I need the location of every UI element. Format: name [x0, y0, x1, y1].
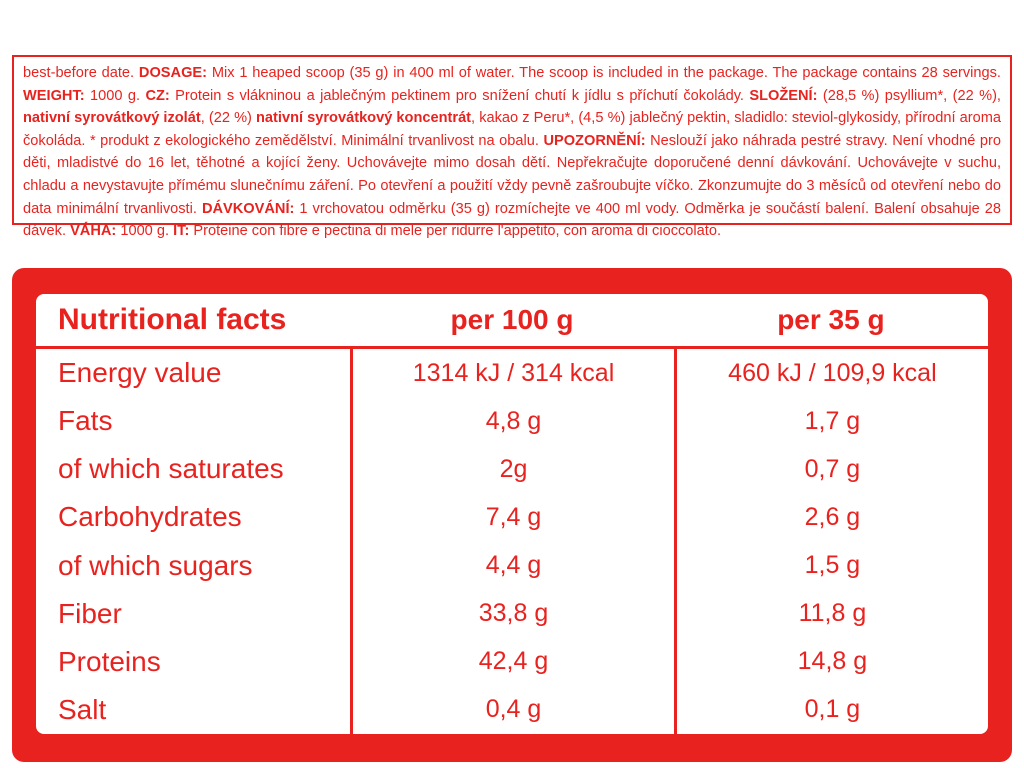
row-per100-value: 33,8 g: [350, 589, 674, 638]
product-info-text: best-before date. DOSAGE: Mix 1 heaped s…: [23, 65, 1002, 240]
table-row: Salt 0,4 g 0,1 g: [36, 685, 988, 734]
table-row: Fats 4,8 g 1,7 g: [36, 397, 988, 446]
row-per100-value: 0,4 g: [350, 685, 674, 734]
row-per35-value: 0,7 g: [673, 445, 988, 494]
row-per100-value: 1314 kJ / 314 kcal: [350, 349, 674, 398]
header-nutritional-facts: Nutritional facts: [58, 303, 287, 336]
row-label: Proteins: [58, 645, 161, 677]
header-per-100g: per 100 g: [450, 304, 574, 335]
row-label: Energy value: [58, 357, 222, 389]
table-row: of which saturates 2g 0,7 g: [36, 445, 988, 494]
row-per100-value: 2g: [350, 445, 674, 494]
row-per35-value: 1,5 g: [673, 541, 988, 590]
row-label: of which sugars: [58, 549, 253, 581]
nutrition-table-header: Nutritional facts per 100 g per 35 g: [36, 294, 988, 349]
row-per35-value: 460 kJ / 109,9 kcal: [673, 349, 988, 398]
row-per100-value: 4,8 g: [350, 397, 674, 446]
row-per35-value: 1,7 g: [673, 397, 988, 446]
nutrition-table: Nutritional facts per 100 g per 35 g Ene…: [36, 294, 988, 734]
row-per100-value: 4,4 g: [350, 541, 674, 590]
header-per-35g: per 35 g: [777, 304, 885, 335]
table-row: Fiber 33,8 g 11,8 g: [36, 589, 988, 638]
row-label: Fiber: [58, 597, 122, 629]
nutrition-table-body: Energy value 1314 kJ / 314 kcal 460 kJ /…: [36, 349, 988, 734]
table-row: of which sugars 4,4 g 1,5 g: [36, 541, 988, 590]
row-per100-value: 7,4 g: [350, 493, 674, 542]
table-row: Carbohydrates 7,4 g 2,6 g: [36, 493, 988, 542]
row-per35-value: 0,1 g: [673, 685, 988, 734]
row-per35-value: 2,6 g: [673, 493, 988, 542]
nutrition-panel: Nutritional facts per 100 g per 35 g Ene…: [12, 268, 1012, 762]
row-per35-value: 14,8 g: [673, 637, 988, 686]
product-info-panel: best-before date. DOSAGE: Mix 1 heaped s…: [12, 55, 1012, 239]
row-label: of which saturates: [58, 453, 284, 485]
row-label: Fats: [58, 405, 113, 437]
row-per100-value: 42,4 g: [350, 637, 674, 686]
table-row: Energy value 1314 kJ / 314 kcal 460 kJ /…: [36, 349, 988, 398]
row-label: Salt: [58, 693, 107, 725]
row-per35-value: 11,8 g: [673, 589, 988, 638]
table-row: Proteins 42,4 g 14,8 g: [36, 637, 988, 686]
row-label: Carbohydrates: [58, 501, 242, 533]
